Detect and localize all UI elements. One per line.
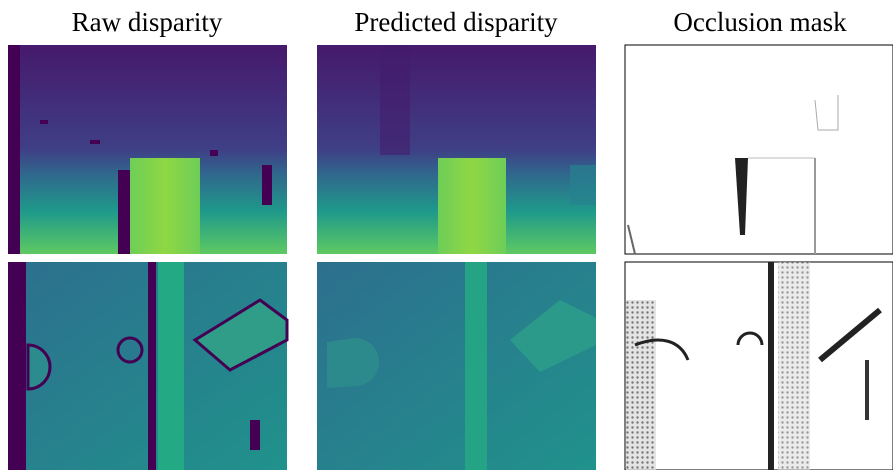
predicted-disparity-image	[317, 45, 596, 254]
column-title: Occlusion mask	[673, 7, 847, 37]
occlusion-mask-image	[625, 45, 893, 254]
raw-disparity-image	[8, 45, 287, 254]
figure: Raw disparity Predicted disparity Occlus…	[0, 0, 893, 470]
column-title: Raw disparity	[72, 7, 223, 37]
raw-disparity-image	[8, 262, 287, 470]
predicted-disparity-image	[317, 262, 596, 470]
page: Raw disparity Predicted disparity Occlus…	[0, 0, 893, 470]
occlusion-mask-image	[625, 262, 893, 470]
column-title: Predicted disparity	[354, 7, 558, 37]
